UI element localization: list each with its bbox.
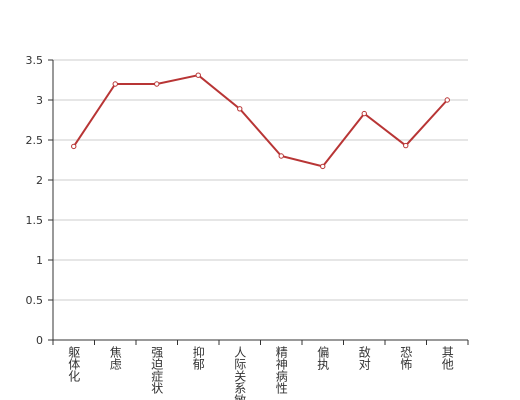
- x-tick-label: 强迫症状: [150, 346, 164, 394]
- x-tick-label: 精神病性: [274, 346, 288, 395]
- point: [195, 72, 201, 78]
- point: [361, 110, 367, 117]
- x-tick-label: 抑郁: [191, 345, 205, 371]
- point: [154, 81, 160, 87]
- x-tick-label: 人际关系敏感: [233, 346, 247, 400]
- y-tick-label: 3: [36, 94, 43, 107]
- x-tick-label: 躯体化: [67, 345, 81, 383]
- x-tick-label: 焦虑: [108, 346, 122, 370]
- point: [237, 106, 243, 112]
- point: [320, 163, 326, 170]
- y-tick-label: 0: [36, 334, 43, 347]
- x-tick-label: 敌对: [357, 345, 371, 370]
- y-tick-label: 0.5: [26, 294, 44, 307]
- y-tick-label: 2: [36, 174, 43, 187]
- x-tick-label: 恐怖: [399, 346, 413, 370]
- point: [403, 142, 409, 149]
- point: [71, 143, 77, 150]
- y-tick-label: 1: [36, 254, 43, 267]
- x-tick-label: 其他: [440, 346, 454, 370]
- y-tick-label: 1.5: [26, 214, 44, 227]
- y-tick-label: 2.5: [26, 134, 44, 147]
- x-tick-label: 偏执: [316, 345, 330, 371]
- line: [72, 74, 448, 168]
- point: [444, 97, 450, 103]
- point: [112, 81, 118, 87]
- y-tick-label: 3.5: [26, 54, 44, 67]
- point: [278, 153, 284, 159]
